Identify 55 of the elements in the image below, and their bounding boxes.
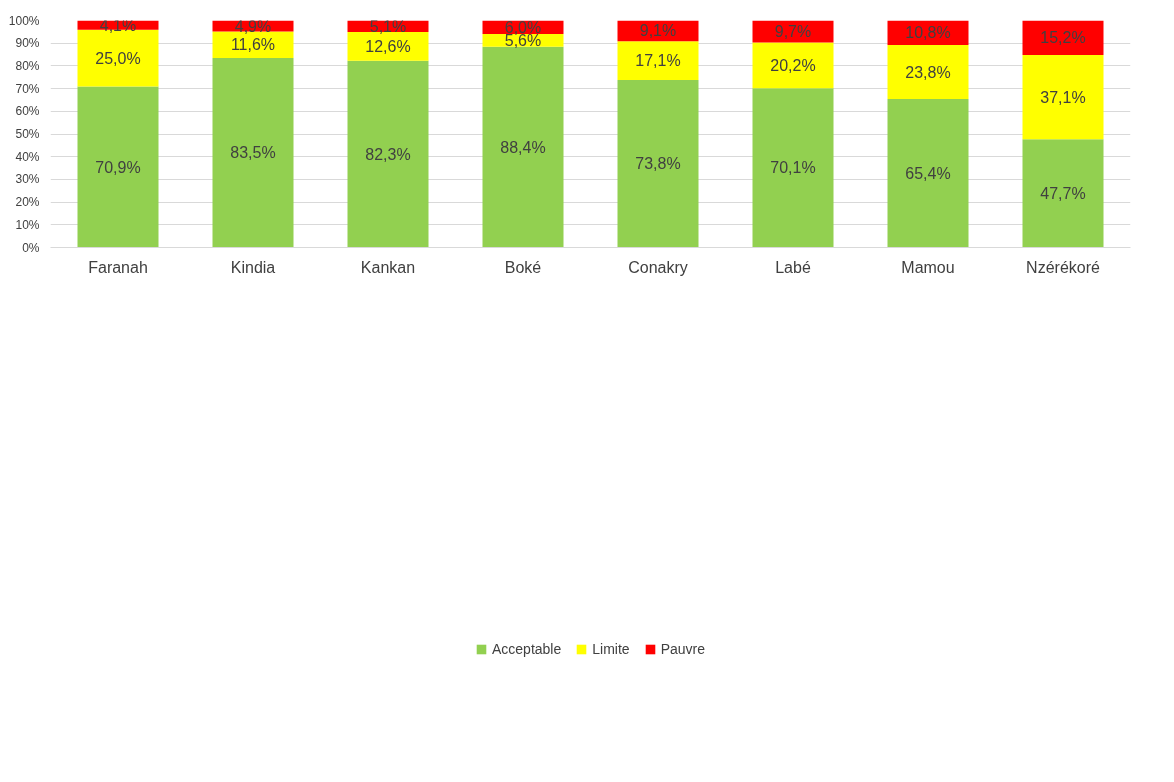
data-label: 12,6% [365, 37, 411, 55]
bar [1022, 139, 1104, 248]
x-tick-label: Mamou [901, 258, 955, 276]
data-label: 23,8% [905, 63, 951, 81]
bar [77, 86, 159, 248]
bar [887, 99, 969, 248]
data-label: 5,1% [369, 17, 407, 35]
data-label: 15,2% [1040, 29, 1086, 47]
bar [212, 57, 294, 248]
y-tick-label: 30% [15, 172, 40, 187]
bar [752, 42, 834, 89]
bar [617, 79, 699, 248]
y-tick-label: 10% [15, 217, 40, 232]
bar [347, 60, 429, 248]
x-tick-label: Labé [775, 258, 811, 276]
x-tick-label: Kankan [360, 258, 416, 276]
x-tick-label: Faranah [88, 258, 148, 276]
bar [752, 88, 834, 248]
data-label: 88,4% [500, 138, 546, 156]
data-label: 4,9% [234, 17, 272, 35]
data-label: 9,1% [639, 22, 677, 40]
data-label: 25,0% [95, 49, 141, 67]
data-label: 83,5% [230, 144, 276, 162]
data-label: 37,1% [1040, 88, 1086, 106]
data-label: 20,2% [770, 56, 816, 74]
bar [887, 45, 969, 100]
y-tick-label: 80% [15, 58, 40, 73]
data-label: 70,9% [95, 158, 141, 176]
y-tick-label: 40% [15, 149, 40, 164]
y-tick-label: 50% [15, 127, 40, 141]
x-tick-label: Kindia [230, 258, 276, 276]
data-label: 9,7% [774, 23, 812, 41]
data-label: 73,8% [635, 155, 681, 173]
y-tick-label: 90% [15, 36, 40, 51]
y-tick-label: 100% [8, 13, 40, 28]
legend-label: Limite [592, 641, 630, 657]
y-tick-label: 60% [15, 104, 40, 119]
data-label: 70,1% [770, 159, 816, 177]
y-tick-label: 70% [15, 81, 40, 96]
data-label: 11,6% [230, 36, 276, 54]
bar [617, 41, 699, 80]
data-label: 65,4% [905, 164, 951, 182]
legend-label: Acceptable [492, 641, 562, 657]
data-label: 17,1% [635, 52, 681, 70]
x-tick-label: Boké [504, 258, 542, 276]
data-label: 82,3% [365, 145, 411, 163]
data-label: 47,7% [1040, 184, 1086, 202]
data-label: 10,8% [905, 24, 951, 42]
x-tick-label: Conakry [628, 258, 688, 276]
y-tick-label: 20% [15, 195, 40, 210]
bar [1022, 55, 1104, 140]
y-tick-label: 0% [22, 240, 40, 255]
bar [482, 46, 564, 248]
legend-label: Pauvre [660, 641, 705, 657]
x-tick-label: Nzérékoré [1026, 258, 1100, 276]
